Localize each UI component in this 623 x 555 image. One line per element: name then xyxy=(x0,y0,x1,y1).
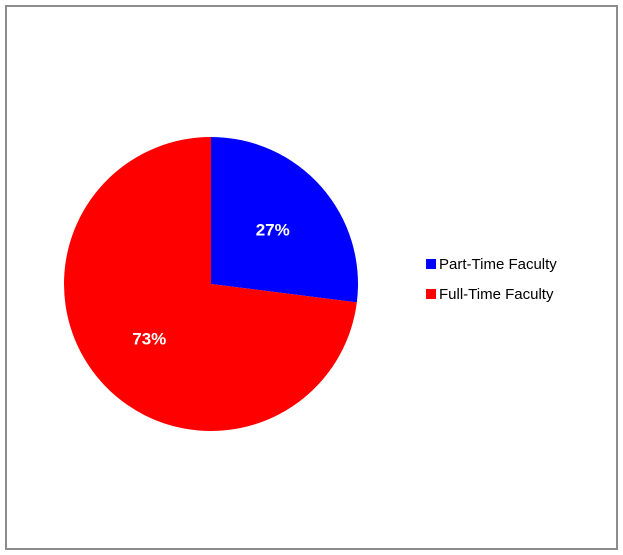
pie-slice-full-time-faculty xyxy=(64,137,357,431)
slice-data-label: 73% xyxy=(132,329,166,348)
legend-label: Part-Time Faculty xyxy=(439,256,557,273)
legend-label: Full-Time Faculty xyxy=(439,286,554,303)
legend-swatch xyxy=(426,289,436,299)
pie-slice-part-time-faculty xyxy=(211,137,358,303)
slice-data-label: 27% xyxy=(256,221,290,240)
legend-swatch xyxy=(426,259,436,269)
